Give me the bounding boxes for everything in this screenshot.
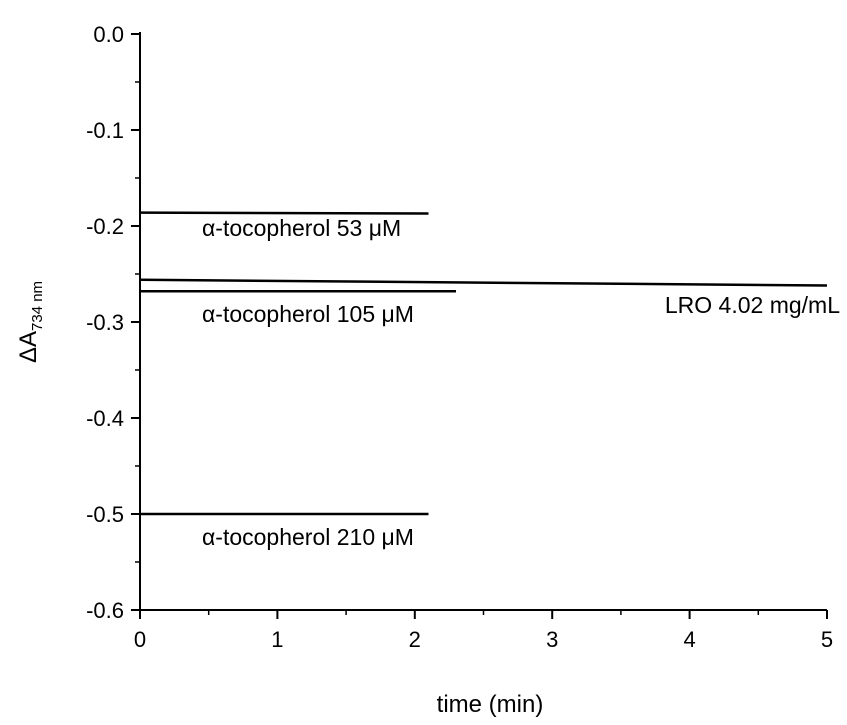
x-tick-label: 2 <box>409 627 421 652</box>
x-tick-label: 5 <box>821 627 833 652</box>
series-label: α-tocopherol 105 μM <box>202 301 414 327</box>
y-tick-label: -0.3 <box>86 310 124 335</box>
series-labels: α-tocopherol 53 μM LRO 4.02 mg/mL α-tocoph… <box>202 215 840 550</box>
y-tick-label: -0.4 <box>86 406 124 431</box>
y-axis-title-subscript: 734 nm <box>29 281 46 331</box>
y-tick-label: -0.5 <box>86 502 124 527</box>
y-axis-title: ΔA734 nm <box>15 281 46 363</box>
x-tick-label: 3 <box>546 627 558 652</box>
series-label: LRO 4.02 mg/mL <box>665 292 840 318</box>
x-tick-label: 0 <box>134 627 146 652</box>
ticks: 0.0 -0.1 -0.2 -0.3 -0.4 -0.5 -0.6 0 1 2 3 4 5 <box>86 22 833 652</box>
series-line <box>139 211 429 215</box>
series-lines <box>139 211 828 516</box>
y-axis-title-main: ΔA <box>15 331 42 363</box>
y-tick-label: -0.6 <box>86 598 124 623</box>
x-tick-label: 4 <box>683 627 695 652</box>
x-axis-title: time (min) <box>437 691 544 718</box>
series-label: α-tocopherol 53 μM <box>202 215 401 241</box>
x-tick-label: 1 <box>271 627 283 652</box>
y-tick-label: -0.1 <box>86 118 124 143</box>
y-tick-label: 0.0 <box>93 22 124 47</box>
series-label: α-tocopherol 210 μM <box>202 524 414 550</box>
y-tick-label: -0.2 <box>86 214 124 239</box>
series-line <box>139 278 828 287</box>
